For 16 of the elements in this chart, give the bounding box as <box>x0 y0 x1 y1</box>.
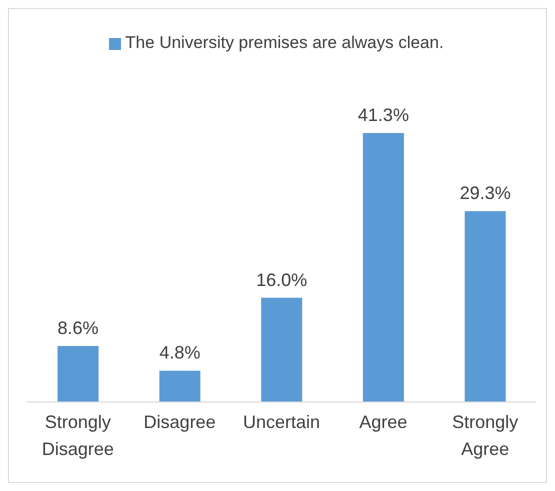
bar <box>159 370 200 402</box>
data-label: 16.0% <box>256 270 308 290</box>
legend-label: The University premises are always clean. <box>125 33 444 52</box>
x-tick-label: Uncertain <box>242 412 320 432</box>
bar <box>362 133 404 402</box>
x-tick-label: Strongly Agree <box>452 412 518 459</box>
x-tick-label: Strongly Disagree <box>42 412 114 459</box>
data-label: 4.8% <box>159 342 200 363</box>
bar <box>464 211 506 402</box>
bar <box>261 298 302 402</box>
bar <box>58 346 99 402</box>
data-label: 29.3% <box>460 183 511 204</box>
x-tick-label: Agree <box>359 412 408 432</box>
x-tick-label: Disagree <box>144 412 216 432</box>
data-label: 8.6% <box>58 318 99 338</box>
data-label: 41.3% <box>358 105 409 125</box>
